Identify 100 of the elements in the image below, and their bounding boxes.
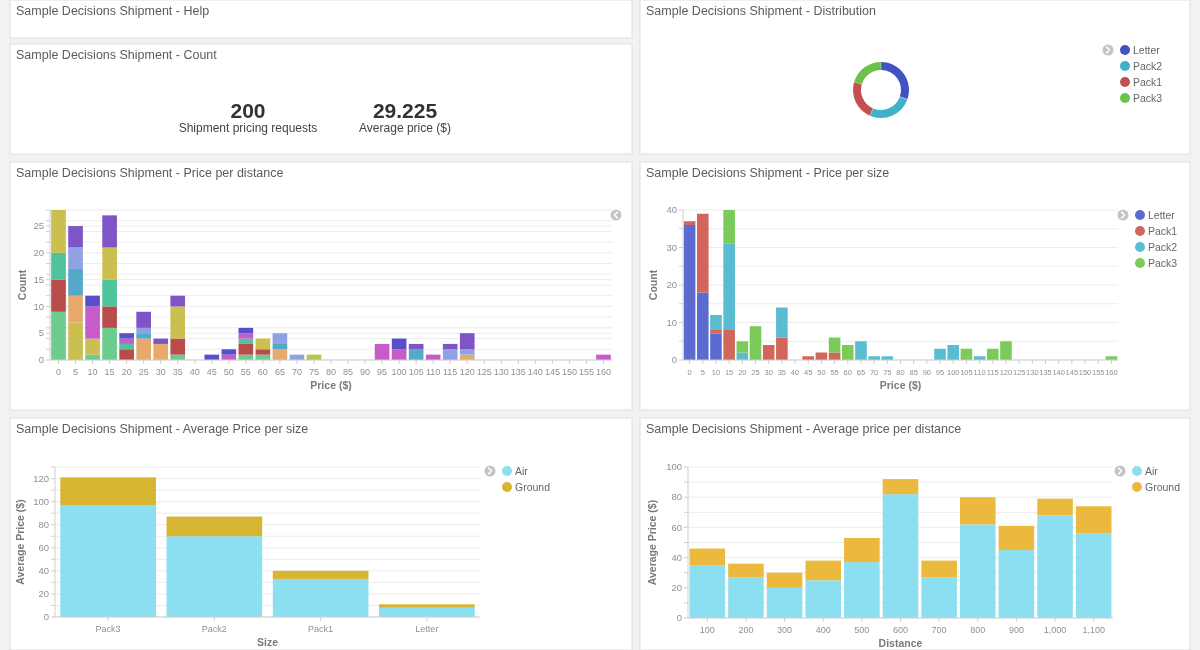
bar — [153, 338, 169, 344]
legend-label: Air — [1145, 464, 1159, 477]
x-tick-label: 60 — [257, 367, 268, 377]
bar — [68, 322, 83, 360]
bar — [255, 349, 271, 355]
donut-slice — [854, 62, 881, 85]
bar — [844, 537, 880, 563]
bar — [238, 338, 254, 344]
bar — [960, 524, 996, 618]
bar — [102, 215, 117, 248]
y-tick-label: 0 — [671, 354, 677, 366]
x-tick-label: 35 — [172, 367, 183, 377]
y-tick-label: 80 — [38, 518, 49, 530]
bar — [119, 343, 134, 350]
x-tick-label: 95 — [377, 367, 388, 377]
bar — [238, 333, 254, 339]
data-label: 200 — [230, 99, 266, 122]
bar — [882, 494, 919, 618]
y-tick-label: 25 — [33, 220, 44, 232]
chart-title: Sample Decisions Shipment - Average price per distance — [646, 422, 962, 436]
y-axis-title: Average Price ($) — [13, 499, 26, 585]
legend-label: Pack2 — [1148, 240, 1178, 253]
y-axis-title: Average Price ($) — [645, 499, 658, 586]
donut-slice — [853, 82, 873, 116]
x-tick-label: Pack2 — [201, 624, 227, 634]
x-tick-label: 30 — [155, 367, 166, 377]
bar — [736, 341, 749, 353]
x-tick-label: 65 — [274, 367, 285, 377]
legend-label: Pack3 — [1148, 256, 1178, 269]
bar — [238, 327, 254, 334]
bar — [689, 548, 726, 566]
bar — [1037, 515, 1073, 618]
text: Sample Decisions Shipment - Count — [16, 48, 218, 62]
bar — [119, 338, 134, 344]
y-tick-label: 0 — [676, 612, 682, 624]
x-tick-label: 135 — [510, 367, 526, 377]
x-axis-title: Price ($) — [879, 379, 922, 391]
bar — [60, 505, 156, 617]
chart-title: Sample Decisions Shipment - Price per size — [646, 166, 890, 180]
bar — [459, 349, 475, 355]
x-tick-label: 5 — [73, 367, 79, 377]
x-tick-label: 140 — [527, 367, 543, 377]
category-label: Average price ($) — [359, 121, 451, 135]
y-tick-label: 15 — [33, 273, 44, 285]
bar — [85, 295, 100, 307]
bar — [170, 306, 186, 339]
x-tick-label: 105 — [408, 367, 424, 377]
bar — [960, 497, 996, 525]
bar — [102, 279, 117, 307]
bar — [166, 536, 263, 617]
bar — [841, 345, 854, 360]
bar — [85, 338, 100, 355]
x-tick-label: 100 — [699, 625, 715, 635]
bar — [776, 337, 788, 360]
bar — [68, 295, 83, 323]
bar — [728, 563, 764, 578]
legend-label: Pack2 — [1133, 59, 1163, 72]
x-tick-label: 900 — [1008, 625, 1024, 635]
y-tick-label: 10 — [33, 300, 44, 312]
bar — [102, 327, 117, 360]
donut-slice — [881, 62, 909, 100]
x-tick-label: 500 — [854, 625, 870, 635]
chart-title: Sample Decisions Shipment - Average Price per size — [16, 422, 309, 436]
bar — [85, 306, 100, 339]
bar — [766, 587, 803, 618]
x-tick-label: 20 — [121, 367, 132, 377]
x-axis-title: Distance — [878, 637, 923, 649]
y-tick-label: 20 — [666, 279, 677, 291]
bar — [921, 560, 957, 578]
x-tick-label: Pack1 — [308, 624, 334, 634]
y-tick-label: 60 — [671, 521, 682, 533]
bar — [170, 295, 186, 307]
bar — [408, 343, 424, 350]
bar — [119, 333, 134, 339]
legend-label: Pack1 — [1133, 75, 1163, 88]
y-tick-label: 10 — [666, 316, 677, 328]
x-tick-label: 155 — [578, 367, 594, 377]
bar — [272, 333, 288, 344]
bar — [683, 221, 696, 225]
bar — [998, 550, 1035, 618]
y-tick-label: 40 — [671, 551, 682, 563]
y-axis-title: Count — [646, 269, 659, 301]
y-tick-label: 0 — [38, 354, 44, 366]
x-tick-label: 130 — [493, 367, 509, 377]
x-tick-label: 150 — [561, 367, 577, 377]
bar — [1075, 533, 1112, 618]
bar — [882, 479, 919, 495]
legend-label: Ground — [515, 480, 551, 493]
x-tick-label: 80 — [325, 367, 337, 377]
x-tick-label: 75 — [308, 367, 319, 377]
y-tick-label: 60 — [38, 541, 49, 553]
bar — [828, 337, 841, 353]
bar — [998, 525, 1035, 551]
bar — [166, 516, 263, 537]
y-tick-label: 30 — [666, 241, 677, 253]
legend-label: Pack3 — [1133, 91, 1163, 104]
x-tick-label: 120 — [459, 367, 475, 377]
x-tick-label: 115 — [443, 367, 458, 377]
bar — [170, 338, 186, 355]
bar — [921, 577, 957, 618]
